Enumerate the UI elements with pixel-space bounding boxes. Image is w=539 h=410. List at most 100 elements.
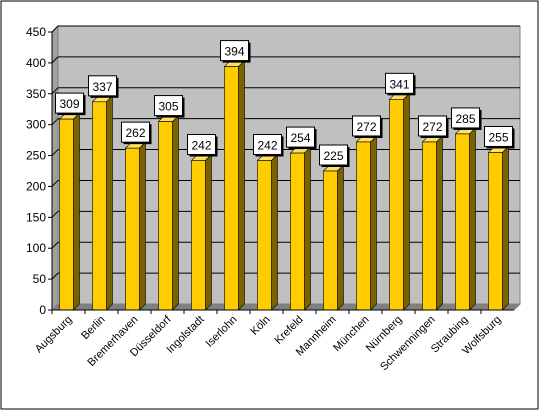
bar-front [356, 141, 371, 311]
bar-schwenningen [421, 135, 444, 311]
data-label-value: 309 [59, 97, 79, 111]
bar-front [92, 101, 107, 311]
bar-augsburg [58, 112, 81, 311]
data-label-box [451, 107, 480, 129]
data-label: 272 [418, 115, 449, 138]
data-label-box [253, 133, 282, 155]
bar-side [469, 127, 476, 311]
bar-nürnberg [388, 92, 411, 311]
data-label-value: 394 [224, 45, 244, 59]
data-label-box [418, 115, 447, 137]
data-label: 337 [88, 75, 119, 98]
bars [58, 59, 510, 311]
data-label: 242 [253, 133, 284, 157]
bar-side [106, 95, 113, 311]
bar-front [389, 99, 404, 311]
data-label: 341 [385, 72, 416, 96]
bar-front [125, 147, 140, 311]
gridline-side [51, 56, 59, 64]
y-tick-label: 50 [33, 272, 47, 286]
gridline-side [51, 180, 59, 187]
data-label: 285 [451, 107, 482, 130]
data-label-value: 272 [422, 120, 442, 134]
bar-front [422, 141, 437, 311]
bar-side [271, 153, 278, 311]
data-label: 309 [55, 92, 86, 116]
bar-side [172, 114, 179, 311]
data-label-box [220, 40, 249, 62]
y-tick-label: 250 [26, 149, 46, 163]
data-label-value: 242 [191, 138, 211, 152]
data-label: 242 [187, 133, 218, 157]
data-label-value: 262 [125, 126, 145, 140]
data-label-value: 272 [356, 120, 376, 134]
gridline-side [51, 272, 59, 280]
data-label: 262 [121, 121, 152, 145]
data-label-value: 337 [92, 80, 112, 94]
gridline-side [51, 87, 59, 95]
bar-düsseldorf [157, 114, 180, 311]
bar-front [224, 66, 239, 311]
bar-front [257, 160, 272, 311]
data-label-box [187, 133, 216, 155]
bar-front [158, 121, 173, 311]
y-tick-label: 150 [26, 210, 46, 224]
bar-side [73, 112, 80, 311]
y-tick-label: 350 [26, 87, 46, 101]
data-label-value: 255 [488, 130, 508, 144]
data-label-box [385, 72, 414, 94]
y-tick-label: 100 [26, 241, 46, 255]
data-label: 272 [352, 115, 383, 138]
y-tick-label: 400 [26, 56, 46, 70]
plot-side-wall [51, 24, 59, 312]
gridline-side [51, 149, 59, 156]
gridline-side [51, 118, 59, 126]
bar-side [238, 59, 245, 311]
bar-front [59, 118, 74, 311]
y-tick-label: 200 [26, 179, 46, 193]
bar-side [139, 141, 146, 311]
bar-münchen [355, 135, 378, 311]
data-label-box [55, 92, 84, 114]
data-label-box [88, 75, 117, 97]
bar-köln [256, 153, 279, 311]
bar-front [191, 160, 206, 311]
plot-floor [50, 303, 522, 311]
bar-ingolstadt [190, 153, 213, 311]
data-label-value: 285 [455, 112, 475, 126]
data-label-value: 242 [257, 138, 277, 152]
gridline-side [51, 25, 59, 33]
data-label: 225 [319, 144, 350, 167]
bar-iserlohn [223, 59, 246, 311]
data-label-value: 305 [158, 100, 178, 114]
bar-front [290, 152, 305, 311]
bar-front [455, 133, 470, 311]
data-label-box [352, 115, 381, 137]
data-label: 255 [484, 125, 515, 149]
y-tick-label: 300 [26, 118, 46, 132]
data-label: 394 [220, 40, 251, 63]
bar-side [403, 92, 410, 311]
gridline-side [51, 241, 59, 249]
y-tick-label: 0 [39, 303, 46, 317]
data-label-value: 225 [323, 149, 343, 163]
data-label: 254 [286, 126, 317, 150]
data-labels: 309 337 262 305 242 394 242 254 225 272 341 272 285 2… [55, 40, 515, 167]
bar-krefeld [289, 146, 312, 311]
bar-side [502, 145, 509, 311]
bar-side [304, 146, 311, 311]
plot-area [50, 24, 522, 312]
bar-bremerhaven [124, 141, 147, 311]
bar-berlin [91, 95, 114, 311]
data-label-box [484, 125, 513, 147]
bar-side [337, 164, 344, 311]
bar-mannheim [322, 164, 345, 311]
data-label: 305 [154, 95, 185, 118]
bar-wolfsburg [487, 145, 510, 311]
bar-side [370, 135, 377, 311]
data-label-value: 254 [290, 131, 310, 145]
bar-side [205, 153, 212, 311]
y-tick-label: 450 [26, 25, 46, 39]
